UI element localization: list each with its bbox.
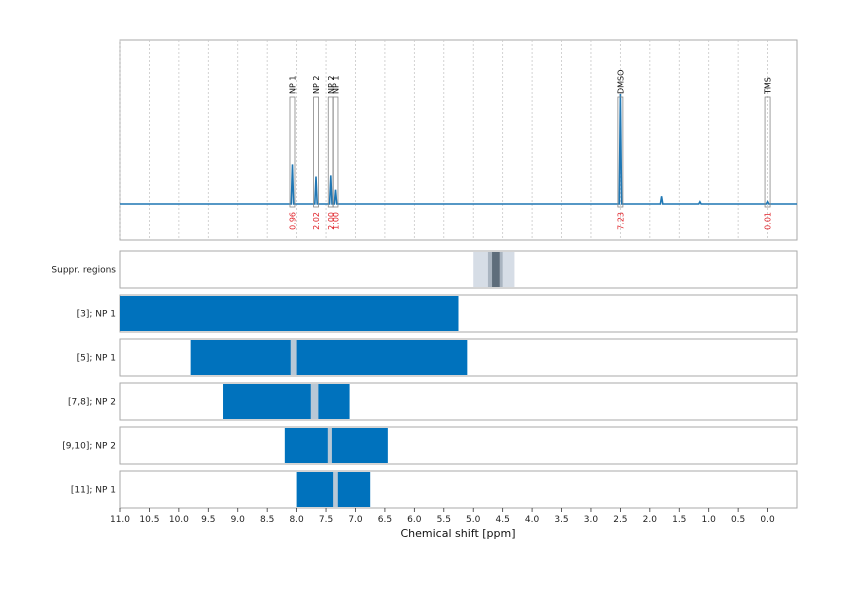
x-tick-label: 2.5 bbox=[613, 515, 627, 525]
x-tick-label: 6.0 bbox=[407, 515, 422, 525]
x-tick-label: 1.5 bbox=[672, 515, 686, 525]
peak-label: NP 2 bbox=[327, 76, 336, 94]
x-tick-label: 7.0 bbox=[348, 515, 363, 525]
row-bar bbox=[223, 384, 350, 419]
x-tick-label: 4.5 bbox=[495, 515, 509, 525]
row-gap bbox=[310, 384, 319, 419]
row-gap bbox=[327, 428, 332, 463]
peak-region-box bbox=[313, 96, 319, 208]
x-tick-label: 11.0 bbox=[110, 515, 130, 525]
row-label: [11]; NP 1 bbox=[71, 486, 116, 496]
row-gap bbox=[290, 340, 297, 375]
x-tick-label: 9.5 bbox=[201, 515, 215, 525]
integral-label: 7.23 bbox=[616, 212, 625, 230]
peak-region-box bbox=[289, 96, 296, 208]
suppr-row-frame bbox=[119, 250, 798, 289]
row-label: [9,10]; NP 2 bbox=[62, 442, 116, 452]
x-tick-label: 0.5 bbox=[731, 515, 745, 525]
integral-label: 1.00 bbox=[331, 212, 340, 230]
x-tick-label: 6.5 bbox=[378, 515, 392, 525]
integral-label: 0.01 bbox=[764, 212, 773, 230]
peak-region-box bbox=[764, 96, 771, 208]
row-label: [7,8]; NP 2 bbox=[68, 398, 116, 408]
x-tick-label: 10.0 bbox=[169, 515, 189, 525]
x-tick-label: 3.0 bbox=[584, 515, 599, 525]
row-frame bbox=[119, 382, 798, 421]
row-bar bbox=[284, 428, 388, 463]
spectrum-frame bbox=[119, 39, 798, 241]
x-tick-label: 10.5 bbox=[139, 515, 159, 525]
peak-region-box bbox=[332, 96, 339, 208]
peak-label: NP 1 bbox=[331, 76, 340, 94]
region-rows-panel: Suppr. regions [3]; NP 1 [5]; NP 1 [7,8]; N… bbox=[51, 250, 798, 509]
suppr-region-core bbox=[492, 252, 500, 287]
integral-label: 2.00 bbox=[327, 212, 336, 230]
x-tick-label: 4.0 bbox=[525, 515, 540, 525]
x-tick-label: 3.5 bbox=[554, 515, 568, 525]
peak-label: TMS bbox=[764, 77, 773, 95]
x-axis-title: Chemical shift [ppm] bbox=[400, 527, 515, 540]
x-tick-label: 8.0 bbox=[289, 515, 304, 525]
row-bar bbox=[190, 340, 468, 375]
suppr-row-label: Suppr. regions bbox=[51, 266, 116, 276]
x-tick-label: 1.0 bbox=[702, 515, 717, 525]
integral-label: 0.96 bbox=[288, 212, 297, 230]
x-axis: 11.0 10.5 10.0 9.5 9.0 8.5 8.0 7.5 7.0 6.5 6.0 5.5 5… bbox=[110, 508, 775, 525]
x-tick-label: 5.0 bbox=[466, 515, 481, 525]
x-tick-label: 5.5 bbox=[437, 515, 451, 525]
row-label: [3]; NP 1 bbox=[77, 310, 116, 320]
x-tick-label: 2.0 bbox=[643, 515, 658, 525]
row-gap bbox=[333, 472, 338, 507]
peak-label: DMSO bbox=[616, 70, 625, 94]
peak-label: NP 1 bbox=[288, 76, 297, 94]
row-label: [5]; NP 1 bbox=[77, 354, 116, 364]
spectrum-line bbox=[120, 93, 797, 205]
row-frame bbox=[119, 470, 798, 509]
peak-region-box bbox=[617, 96, 624, 208]
row-bar bbox=[120, 296, 459, 331]
integral-label: 2.02 bbox=[312, 212, 321, 230]
x-tick-label: 8.5 bbox=[260, 515, 274, 525]
x-tick-label: 9.0 bbox=[231, 515, 246, 525]
x-tick-label: 0.0 bbox=[760, 515, 775, 525]
row-frame bbox=[119, 426, 798, 465]
x-tick-label: 7.5 bbox=[319, 515, 333, 525]
peak-label: NP 2 bbox=[312, 76, 321, 94]
